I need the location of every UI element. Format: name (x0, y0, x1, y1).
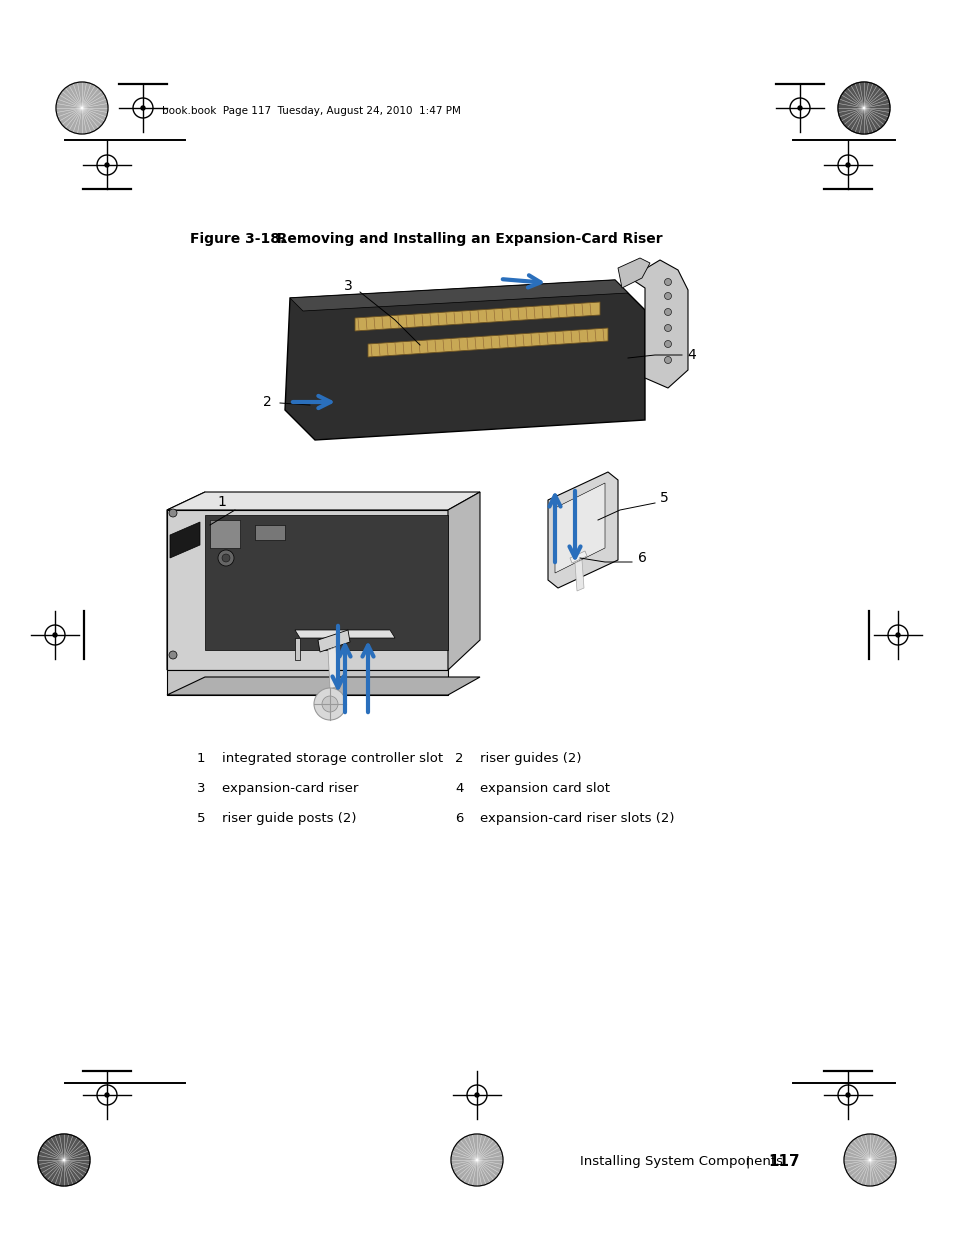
Polygon shape (328, 647, 337, 689)
Text: book.book  Page 117  Tuesday, August 24, 2010  1:47 PM: book.book Page 117 Tuesday, August 24, 2… (162, 106, 460, 116)
Text: riser guides (2): riser guides (2) (479, 752, 581, 764)
Text: integrated storage controller slot: integrated storage controller slot (222, 752, 442, 764)
Polygon shape (569, 551, 586, 563)
Text: riser guide posts (2): riser guide posts (2) (222, 811, 356, 825)
Polygon shape (254, 525, 285, 540)
Polygon shape (205, 515, 448, 650)
Circle shape (218, 550, 233, 566)
Polygon shape (167, 677, 479, 695)
Circle shape (895, 634, 899, 637)
Circle shape (222, 555, 230, 562)
Circle shape (105, 1093, 109, 1097)
Circle shape (664, 309, 671, 315)
Circle shape (475, 1093, 478, 1097)
Polygon shape (451, 1134, 502, 1186)
Circle shape (664, 325, 671, 331)
Polygon shape (167, 492, 479, 510)
Text: expansion-card riser slots (2): expansion-card riser slots (2) (479, 811, 674, 825)
Text: 5: 5 (196, 811, 205, 825)
Circle shape (314, 688, 346, 720)
Text: 5: 5 (659, 492, 668, 505)
Text: expansion card slot: expansion card slot (479, 782, 609, 795)
Text: 117: 117 (767, 1155, 799, 1170)
Polygon shape (547, 472, 618, 588)
Circle shape (169, 651, 177, 659)
Text: expansion-card riser: expansion-card riser (222, 782, 358, 795)
Polygon shape (294, 638, 299, 659)
Circle shape (105, 163, 109, 167)
Polygon shape (285, 280, 644, 440)
Polygon shape (555, 483, 604, 573)
Polygon shape (575, 559, 583, 592)
Circle shape (664, 341, 671, 347)
Polygon shape (290, 280, 627, 311)
Circle shape (141, 106, 145, 110)
Text: 3: 3 (196, 782, 205, 795)
Text: 1: 1 (217, 495, 226, 509)
Text: Installing System Components: Installing System Components (579, 1156, 782, 1168)
Text: 4: 4 (687, 348, 696, 362)
Text: |: | (745, 1156, 749, 1168)
Circle shape (53, 634, 57, 637)
Text: 6: 6 (637, 551, 646, 564)
Polygon shape (38, 1134, 90, 1186)
Circle shape (664, 279, 671, 285)
Circle shape (169, 509, 177, 517)
Text: 1: 1 (196, 752, 205, 764)
Circle shape (664, 293, 671, 300)
Circle shape (845, 1093, 849, 1097)
Polygon shape (448, 492, 479, 671)
Polygon shape (294, 630, 395, 638)
Polygon shape (355, 303, 599, 331)
Circle shape (322, 697, 337, 713)
Circle shape (797, 106, 801, 110)
Circle shape (664, 357, 671, 363)
Text: 2: 2 (455, 752, 463, 764)
Polygon shape (170, 522, 200, 558)
Text: 3: 3 (343, 279, 352, 293)
Text: 4: 4 (455, 782, 463, 795)
Circle shape (845, 163, 849, 167)
Polygon shape (368, 329, 607, 357)
Text: Figure 3-18.: Figure 3-18. (190, 232, 285, 246)
Polygon shape (837, 82, 889, 135)
Polygon shape (167, 492, 205, 671)
Text: Removing and Installing an Expansion-Card Riser: Removing and Installing an Expansion-Car… (262, 232, 662, 246)
Polygon shape (167, 671, 448, 695)
Text: 2: 2 (262, 395, 271, 409)
Text: 6: 6 (455, 811, 463, 825)
Polygon shape (629, 261, 687, 388)
Polygon shape (210, 520, 240, 548)
Polygon shape (618, 258, 649, 288)
Polygon shape (317, 630, 350, 652)
Polygon shape (167, 510, 448, 671)
Polygon shape (843, 1134, 895, 1186)
Polygon shape (56, 82, 108, 135)
